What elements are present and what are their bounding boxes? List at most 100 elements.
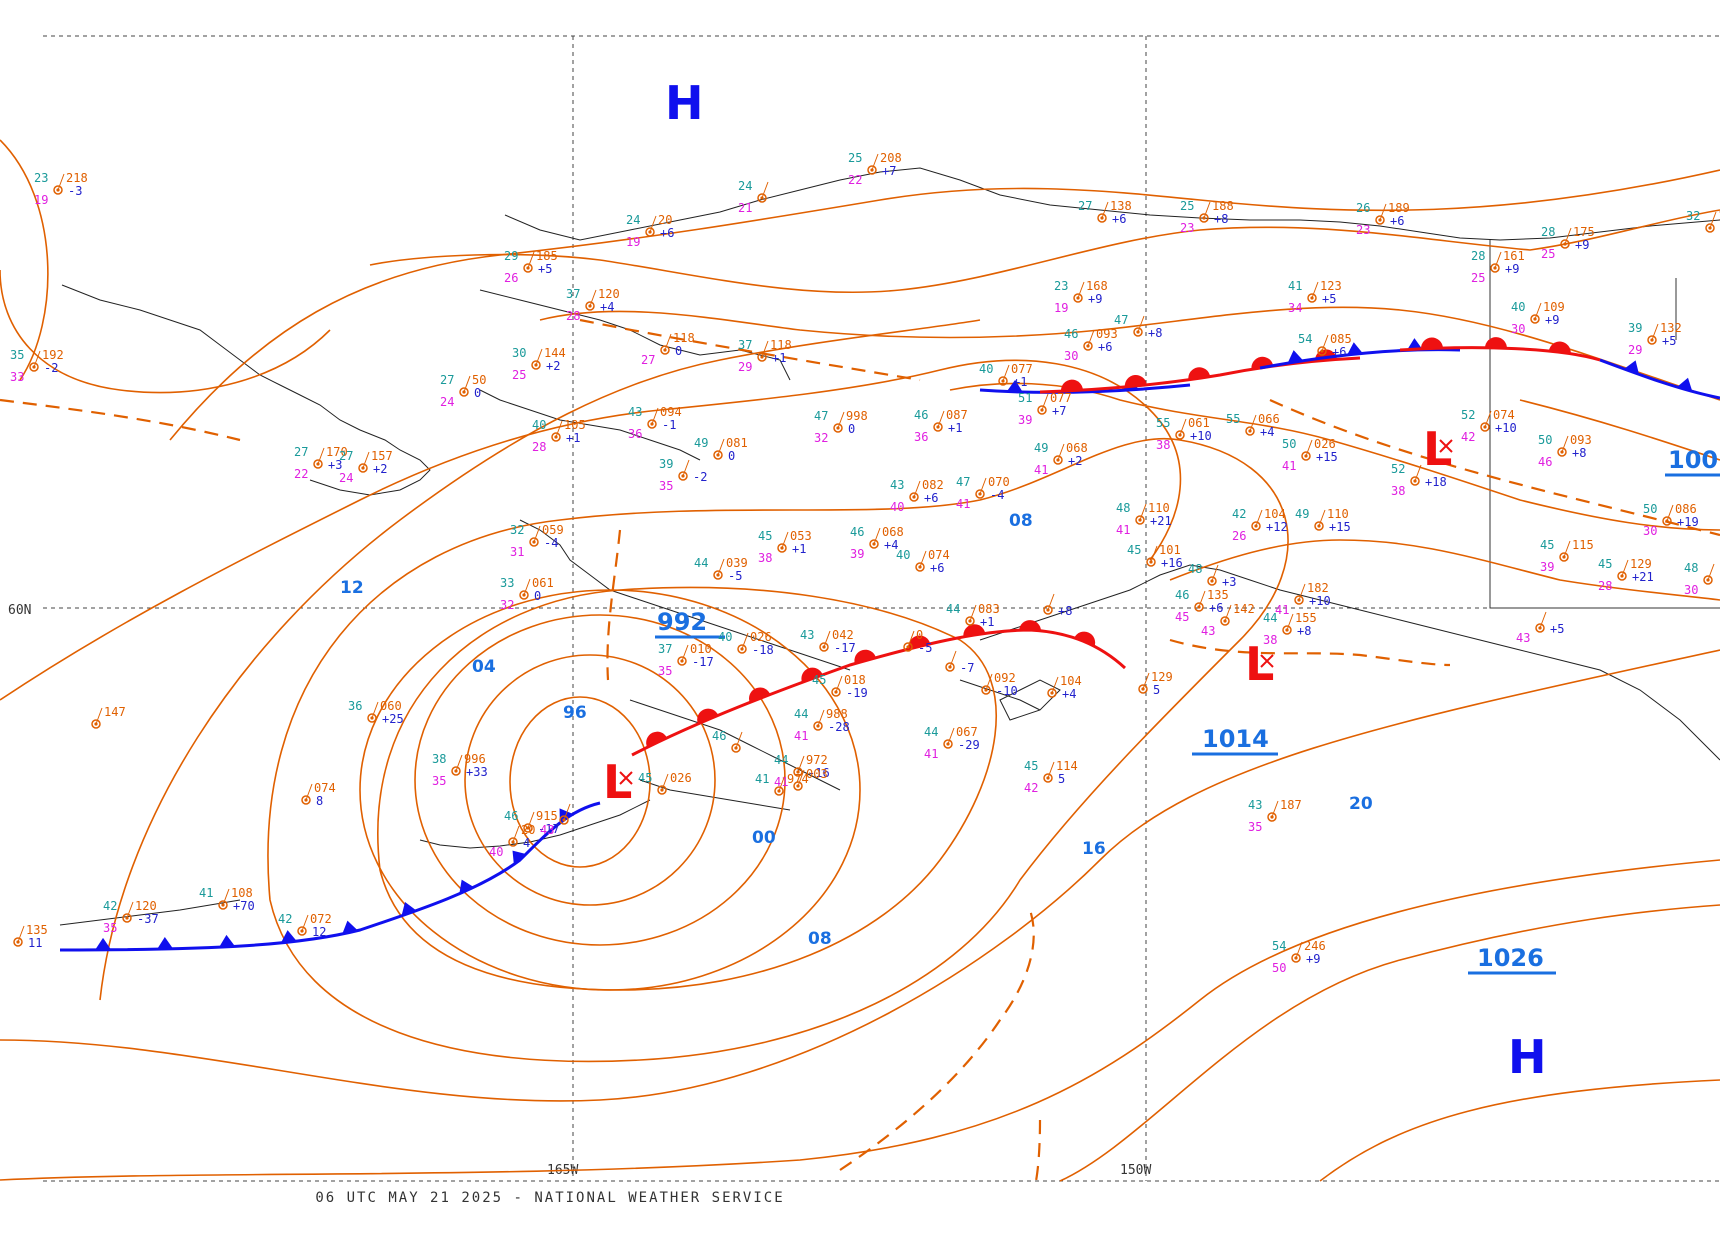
station-plot: 40 074+6 <box>896 548 950 575</box>
station-dewpoint: 41 <box>794 729 808 743</box>
station-dewpoint: 38 <box>1263 633 1277 647</box>
cold-front-barb <box>157 937 174 950</box>
station-pressure: 998 <box>846 409 868 423</box>
wind-barb <box>1298 583 1306 601</box>
lon-label-150w: 150W <box>1120 1163 1151 1178</box>
station-temperature: 40 <box>979 362 993 376</box>
station-pressure: 110 <box>1148 501 1170 515</box>
station-pressure: 067 <box>956 725 978 739</box>
cold-front-barb <box>95 937 112 950</box>
warm-front-semicircle <box>854 649 876 664</box>
station-temperature: 41 <box>199 886 213 900</box>
station-temperature: 41 <box>1288 279 1302 293</box>
station-pressure: 129 <box>1630 557 1652 571</box>
station-tendency: +6 <box>924 491 938 505</box>
wind-barb <box>741 632 749 650</box>
kodiak-island-shape <box>999 679 1061 721</box>
station-plot: 44 38 155+8 <box>1263 611 1317 647</box>
station-temperature: 45 <box>1127 543 1141 557</box>
station-temperature: 42 <box>1232 507 1246 521</box>
station-marker <box>1490 263 1500 273</box>
lat-label-60n: 60N <box>8 603 31 618</box>
wind-barb <box>1318 509 1326 527</box>
station-tendency: +25 <box>382 712 404 726</box>
station-temperature: 45 <box>1024 759 1038 773</box>
wind-barb <box>1211 564 1219 582</box>
station-marker <box>903 642 913 652</box>
station-pressure: 053 <box>790 529 812 543</box>
station-marker <box>1146 557 1156 567</box>
warm-front-semicircle <box>801 667 823 683</box>
station-temperature: 55 <box>1226 412 1240 426</box>
wind-barb <box>1286 613 1294 631</box>
station-plot: 43 <box>540 803 571 837</box>
station-tendency: 0 <box>474 386 481 400</box>
station-plot: 46 36 087+1 <box>914 408 968 444</box>
arctic-coast <box>504 167 1720 241</box>
station-plot: 43 +5 <box>1516 611 1564 645</box>
station-pressure: 077 <box>1050 391 1072 405</box>
warm-front-semicircle <box>1060 379 1083 392</box>
station-tendency: +21 <box>1632 570 1654 584</box>
station-dewpoint: 41 <box>924 747 938 761</box>
station-tendency: +6 <box>1209 601 1223 615</box>
station-pressure: 109 <box>1543 300 1565 314</box>
station-tendency: -17 <box>692 655 714 669</box>
station-pressure: 50 <box>472 373 486 387</box>
station-plot: 39 35 -2 <box>659 457 707 493</box>
station-dewpoint: 23 <box>1180 221 1194 235</box>
station-marker <box>819 642 829 652</box>
wind-barb <box>651 407 659 425</box>
isobar-1020-arctic <box>369 209 1720 294</box>
wind-barb <box>362 451 370 469</box>
cold-front-barb <box>512 850 526 865</box>
isobars <box>0 139 1720 1182</box>
wind-barb <box>664 333 672 351</box>
station-temperature: 23 <box>1054 279 1068 293</box>
station-tendency: 11 <box>28 936 42 950</box>
station-pressure: 20 <box>521 823 535 837</box>
station-dewpoint: 33 <box>10 370 24 384</box>
wind-barb <box>126 901 134 919</box>
station-marker <box>813 721 823 731</box>
station-dewpoint: 19 <box>34 193 48 207</box>
station-marker <box>1043 773 1053 783</box>
wind-barb <box>1249 414 1257 432</box>
station-temperature: 49 <box>1295 507 1309 521</box>
station-marker <box>1282 625 1292 635</box>
station-pressure: 092 <box>994 671 1016 685</box>
station-tendency: +4 <box>884 538 898 552</box>
station-dewpoint: 45 <box>1175 610 1189 624</box>
station-plot: 43 142 <box>1201 602 1255 638</box>
station-dewpoint: 32 <box>814 431 828 445</box>
station-marker <box>975 489 985 499</box>
wind-barb <box>1707 563 1715 581</box>
station-tendency: +8 <box>1297 624 1311 638</box>
station-marker <box>1647 335 1657 345</box>
wind-barb <box>1057 443 1065 461</box>
station-tendency: 0 <box>675 344 682 358</box>
station-temperature: 27 <box>294 445 308 459</box>
station-plot: 52 38 +18 <box>1391 462 1447 498</box>
wind-barb <box>1047 593 1055 611</box>
graticule <box>43 35 1720 1182</box>
station-marker <box>1705 223 1715 233</box>
station-temperature: 44 <box>1263 611 1277 625</box>
station-marker <box>559 815 569 825</box>
station-marker <box>998 376 1008 386</box>
wind-barb <box>17 925 25 943</box>
station-plot: 24 19 20+6 <box>626 213 674 249</box>
station-plot: 44 083+1 <box>946 602 1000 629</box>
wind-barb <box>317 447 325 465</box>
station-marker <box>677 656 687 666</box>
station-dewpoint: 43 <box>540 823 554 837</box>
station-dewpoint: 39 <box>850 547 864 561</box>
station-marker <box>657 785 667 795</box>
station-dewpoint: 41 <box>774 775 788 789</box>
station-marker <box>1535 623 1545 633</box>
station-pressure: 168 <box>1086 279 1108 293</box>
station-plot: 45 018-19 <box>812 673 868 700</box>
station-dewpoint: 42 <box>1024 781 1038 795</box>
